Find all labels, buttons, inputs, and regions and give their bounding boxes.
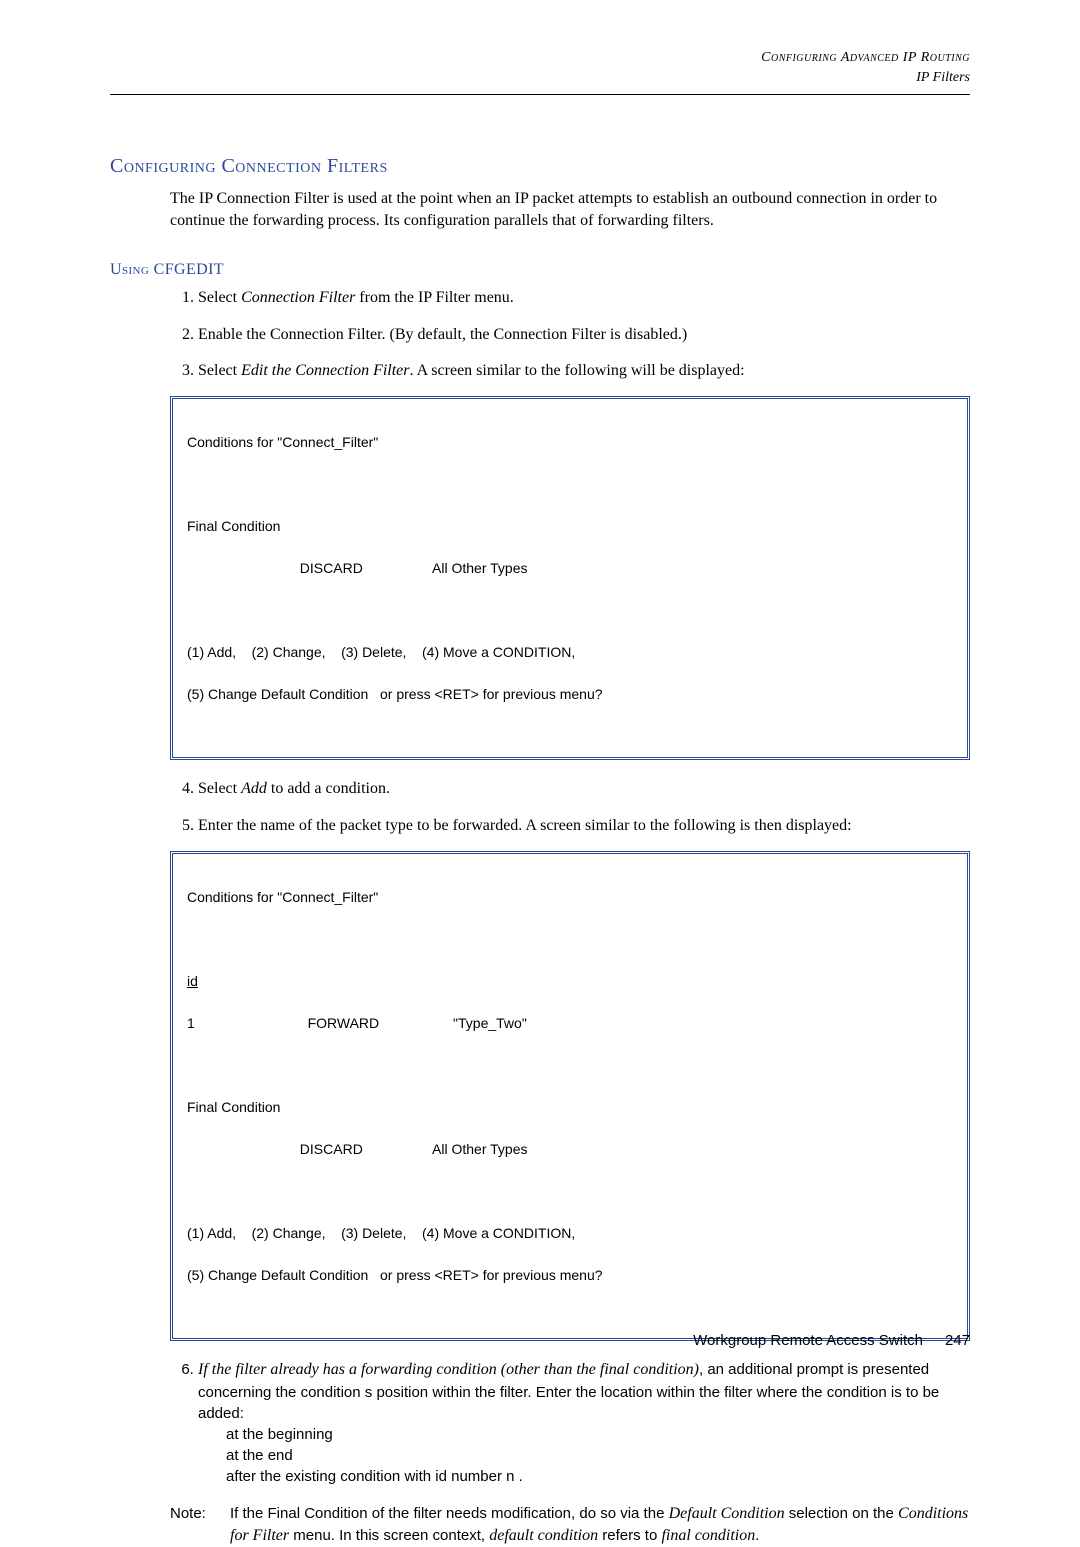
running-header-line1: Configuring Advanced IP Routing — [110, 50, 970, 66]
t2-id-underline: id — [187, 973, 198, 989]
running-header-line2: IP Filters — [110, 70, 970, 86]
note-p3: menu. In this screen context, — [289, 1527, 489, 1544]
steps-list: Select Connection Filter from the IP Fil… — [170, 287, 970, 382]
step-1: Select Connection Filter from the IP Fil… — [198, 287, 970, 309]
step-6-opt1: at the beginning — [226, 1424, 970, 1445]
step-3: Select Edit the Connection Filter. A scr… — [198, 360, 970, 382]
step-4: Select Add to add a condition. — [198, 778, 970, 800]
step-3-post: . A screen similar to the following will… — [410, 362, 745, 379]
steps-list-6: If the filter already has a forwarding c… — [170, 1359, 970, 1486]
t1-menu1: (1) Add, (2) Change, (3) Delete, (4) Mov… — [187, 642, 953, 663]
note-block: Note: If the Final Condition of the filt… — [170, 1503, 970, 1547]
steps-list-cont: Select Add to add a condition. Enter the… — [170, 778, 970, 837]
step-6-opt2: at the end — [226, 1445, 970, 1466]
t1-title: Conditions for "Connect_Filter" — [187, 432, 953, 453]
t2-final-label: Final Condition — [187, 1097, 953, 1118]
note-label: Note: — [170, 1503, 230, 1547]
t2-blank1 — [187, 929, 953, 950]
t1-final-row: DISCARD All Other Types — [187, 558, 953, 579]
step-2: Enable the Connection Filter. (By defaul… — [198, 324, 970, 346]
terminal-screen-1: Conditions for "Connect_Filter" Final Co… — [170, 396, 970, 760]
t2-row1: 1 FORWARD "Type_Two" — [187, 1013, 953, 1034]
step-1-pre: Select — [198, 289, 241, 306]
t2-id-hdr: id — [187, 971, 953, 992]
t1-menu2: (5) Change Default Condition or press <R… — [187, 684, 953, 705]
intro-paragraph: The IP Connection Filter is used at the … — [170, 188, 970, 231]
t1-blank2 — [187, 600, 953, 621]
step-1-post: from the IP Filter menu. — [355, 289, 514, 306]
t2-menu2: (5) Change Default Condition or press <R… — [187, 1265, 953, 1286]
page-footer: Workgroup Remote Access Switch 247 — [693, 1332, 970, 1349]
note-it3: default condition — [489, 1527, 598, 1544]
footer-text: Workgroup Remote Access Switch — [693, 1332, 923, 1349]
step-6-opt3: after the existing condition with id num… — [226, 1466, 970, 1487]
t2-blank2 — [187, 1055, 953, 1076]
step-6: If the filter already has a forwarding c… — [198, 1359, 970, 1486]
step-6-lead: If the filter already has a forwarding c… — [198, 1361, 699, 1378]
step-1-italic: Connection Filter — [241, 289, 355, 306]
t1-blank1 — [187, 474, 953, 495]
step-3-italic: Edit the Connection Filter — [241, 362, 409, 379]
document-page: Configuring Advanced IP Routing IP Filte… — [0, 0, 1080, 1397]
page-number: 247 — [945, 1332, 970, 1349]
step-4-pre: Select — [198, 780, 241, 797]
note-it4: final condition — [661, 1527, 755, 1544]
note-p2: selection on the — [785, 1505, 898, 1522]
step-4-italic: Add — [241, 780, 267, 797]
note-p4: refers to — [598, 1527, 661, 1544]
header-rule — [110, 94, 970, 95]
t2-final-row: DISCARD All Other Types — [187, 1139, 953, 1160]
note-body: If the Final Condition of the filter nee… — [230, 1503, 970, 1547]
t2-blank3 — [187, 1181, 953, 1202]
t2-title: Conditions for "Connect_Filter" — [187, 887, 953, 908]
step-4-post: to add a condition. — [267, 780, 390, 797]
note-p5: . — [755, 1527, 759, 1544]
t1-final-label: Final Condition — [187, 516, 953, 537]
step-5: Enter the name of the packet type to be … — [198, 815, 970, 837]
terminal-screen-2: Conditions for "Connect_Filter" id 1 FOR… — [170, 851, 970, 1341]
step-3-pre: Select — [198, 362, 241, 379]
t2-menu1: (1) Add, (2) Change, (3) Delete, (4) Mov… — [187, 1223, 953, 1244]
section-title: Configuring Connection Filters — [110, 155, 970, 178]
note-it1: Default Condition — [669, 1505, 785, 1522]
subsection-title: Using CFGEDIT — [110, 261, 970, 279]
note-p1: If the Final Condition of the filter nee… — [230, 1505, 669, 1522]
